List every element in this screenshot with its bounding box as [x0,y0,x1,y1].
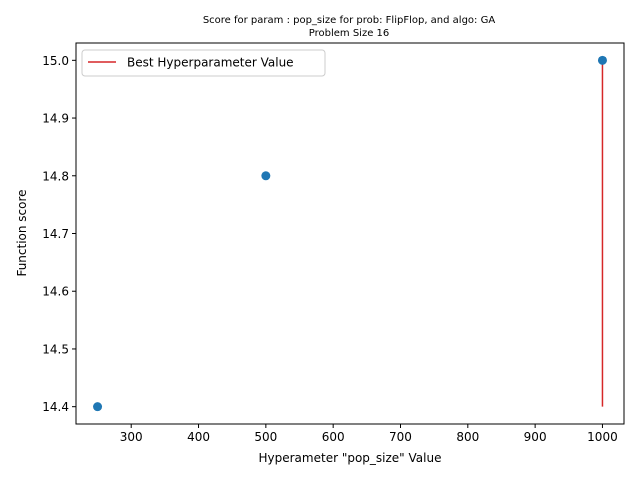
x-tick-label: 400 [187,430,210,444]
y-tick-label: 14.5 [42,342,69,356]
scatter-point [597,55,607,65]
plot-area [93,55,607,412]
scatter-point [93,402,103,412]
x-tick-label: 800 [456,430,479,444]
chart-title-line1: Score for param : pop_size for prob: Fli… [203,15,496,26]
scatter-point [261,171,271,181]
plot-frame [75,42,625,425]
y-tick-label: 14.4 [42,400,69,414]
y-axis: 14.4 14.5 14.6 14.7 14.8 14.9 15.0 [42,54,76,414]
x-axis-label: Hyperameter "pop_size" Value [259,451,442,465]
legend: Best Hyperparameter Value [81,49,326,77]
x-tick-label: 300 [120,430,143,444]
chart-title-line2: Problem Size 16 [309,28,390,39]
y-tick-label: 14.7 [42,227,69,241]
x-tick-label: 600 [322,430,345,444]
y-tick-label: 14.6 [42,285,69,299]
y-tick-label: 14.8 [42,169,69,183]
x-tick-label: 1000 [587,430,618,444]
x-axis: 300 400 500 600 700 800 900 1000 [120,424,618,444]
y-axis-label: Function score [15,189,29,276]
x-tick-label: 700 [389,430,412,444]
legend-box [81,49,326,77]
y-tick-label: 14.9 [42,112,69,126]
x-tick-label: 500 [254,430,277,444]
y-tick-label: 15.0 [42,54,69,68]
legend-label: Best Hyperparameter Value [127,56,294,70]
x-tick-label: 900 [524,430,547,444]
